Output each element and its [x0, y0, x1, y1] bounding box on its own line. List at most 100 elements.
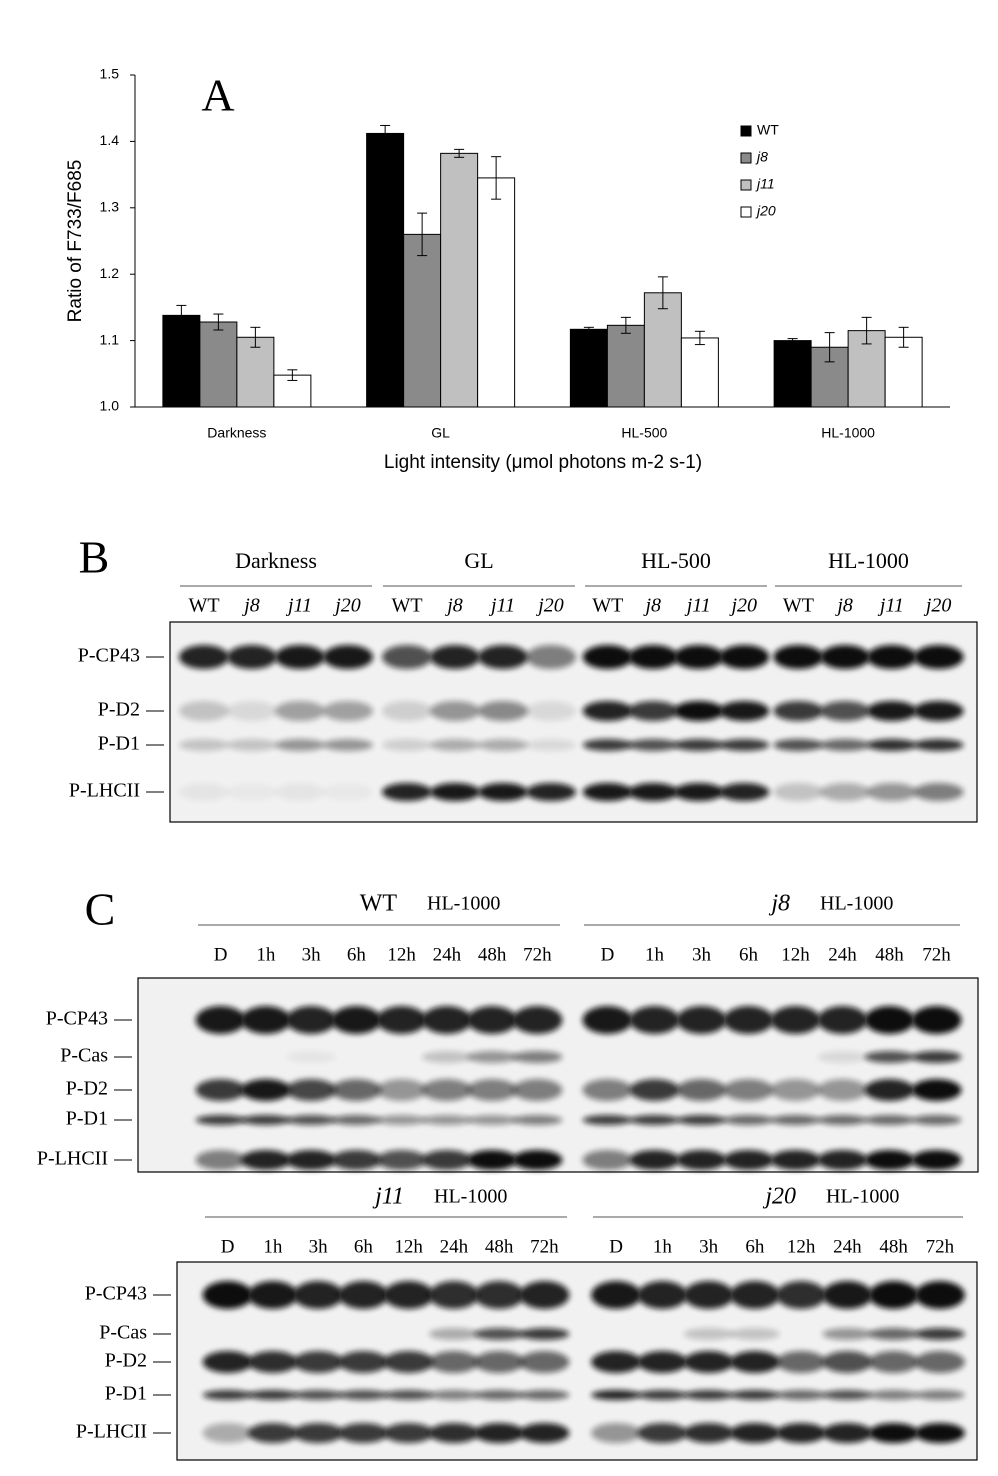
band [331, 1150, 382, 1170]
band [582, 739, 633, 751]
band [770, 1115, 821, 1125]
error-bar [657, 276, 668, 310]
lane-label: 48h [478, 944, 507, 965]
error-bar [694, 330, 705, 346]
band [202, 1281, 253, 1309]
band [331, 1079, 382, 1101]
band [866, 701, 917, 721]
band [683, 1351, 734, 1373]
band [376, 1115, 427, 1125]
band [179, 739, 229, 751]
band [776, 1351, 827, 1373]
band [382, 783, 432, 801]
group-label: GL [464, 548, 493, 573]
row-label: P-LHCII [69, 780, 140, 802]
band [820, 739, 871, 751]
legend-label: j11 [755, 176, 775, 192]
band [179, 645, 229, 669]
band [776, 1281, 827, 1309]
band [582, 1079, 633, 1101]
bar [477, 177, 516, 408]
band [673, 701, 724, 721]
band [519, 1328, 570, 1340]
band [911, 1115, 962, 1125]
band [676, 1115, 727, 1125]
group-label: HL-1000 [828, 548, 909, 573]
bar [884, 336, 923, 408]
band [421, 1079, 472, 1101]
legend-swatch [740, 206, 752, 218]
band [467, 1051, 518, 1063]
lane-label: 6h [354, 1236, 374, 1257]
group-light: HL-1000 [434, 1186, 507, 1208]
lane-label: 12h [394, 1236, 423, 1257]
band [868, 1423, 919, 1443]
lane-label: 12h [387, 944, 416, 965]
band [911, 1079, 962, 1101]
band [286, 1051, 337, 1063]
lane-label: 48h [875, 944, 904, 965]
lane-label: 6h [739, 944, 759, 965]
band [428, 1390, 479, 1400]
group-genotype: j11 [372, 1184, 404, 1210]
band [240, 1115, 291, 1125]
group-light: HL-1000 [826, 1186, 899, 1208]
band [864, 1079, 915, 1101]
band [383, 1390, 434, 1400]
band [376, 1079, 427, 1101]
band [776, 1390, 827, 1400]
band [913, 701, 964, 721]
band [286, 1079, 337, 1101]
band [820, 783, 871, 801]
band [240, 1150, 291, 1170]
band [637, 1281, 688, 1309]
y-tick-label: 1.4 [100, 132, 120, 148]
band [428, 1423, 479, 1443]
band [723, 1150, 774, 1170]
band [247, 1281, 298, 1309]
band [275, 645, 325, 669]
lane-label: 6h [347, 944, 367, 965]
band [773, 783, 824, 801]
band [637, 1390, 688, 1400]
band [582, 1006, 633, 1034]
band [428, 1281, 479, 1309]
lane-label: j8 [241, 595, 260, 617]
lane-label: 3h [692, 944, 712, 965]
band [582, 645, 633, 669]
band [382, 645, 432, 669]
band [467, 1115, 518, 1125]
band [474, 1351, 525, 1373]
band [676, 1006, 727, 1034]
band [286, 1115, 337, 1125]
row-label: P-D2 [98, 699, 140, 721]
band [474, 1281, 525, 1309]
band [202, 1423, 253, 1443]
band [286, 1006, 337, 1034]
error-bar [583, 326, 594, 332]
group-label: HL-500 [641, 548, 711, 573]
band [864, 1006, 915, 1034]
lane-label: 3h [302, 944, 322, 965]
y-tick-label: 1.5 [100, 66, 120, 82]
band [773, 701, 824, 721]
x-tick-label: HL-1000 [821, 425, 875, 441]
band [729, 1328, 780, 1340]
lane-label: 12h [781, 944, 810, 965]
bar [569, 328, 608, 408]
band [293, 1351, 344, 1373]
band [629, 1006, 680, 1034]
lane-label: j20 [728, 595, 757, 617]
band [227, 701, 277, 721]
band [773, 739, 824, 751]
band [719, 645, 770, 669]
bar [199, 321, 238, 408]
band [914, 1390, 965, 1400]
band [729, 1281, 780, 1309]
lane-label: j8 [642, 595, 661, 617]
band [275, 739, 325, 751]
band [323, 783, 373, 801]
row-label: P-CP43 [85, 1283, 147, 1305]
band [195, 1079, 246, 1101]
lane-label: 1h [653, 1236, 673, 1257]
